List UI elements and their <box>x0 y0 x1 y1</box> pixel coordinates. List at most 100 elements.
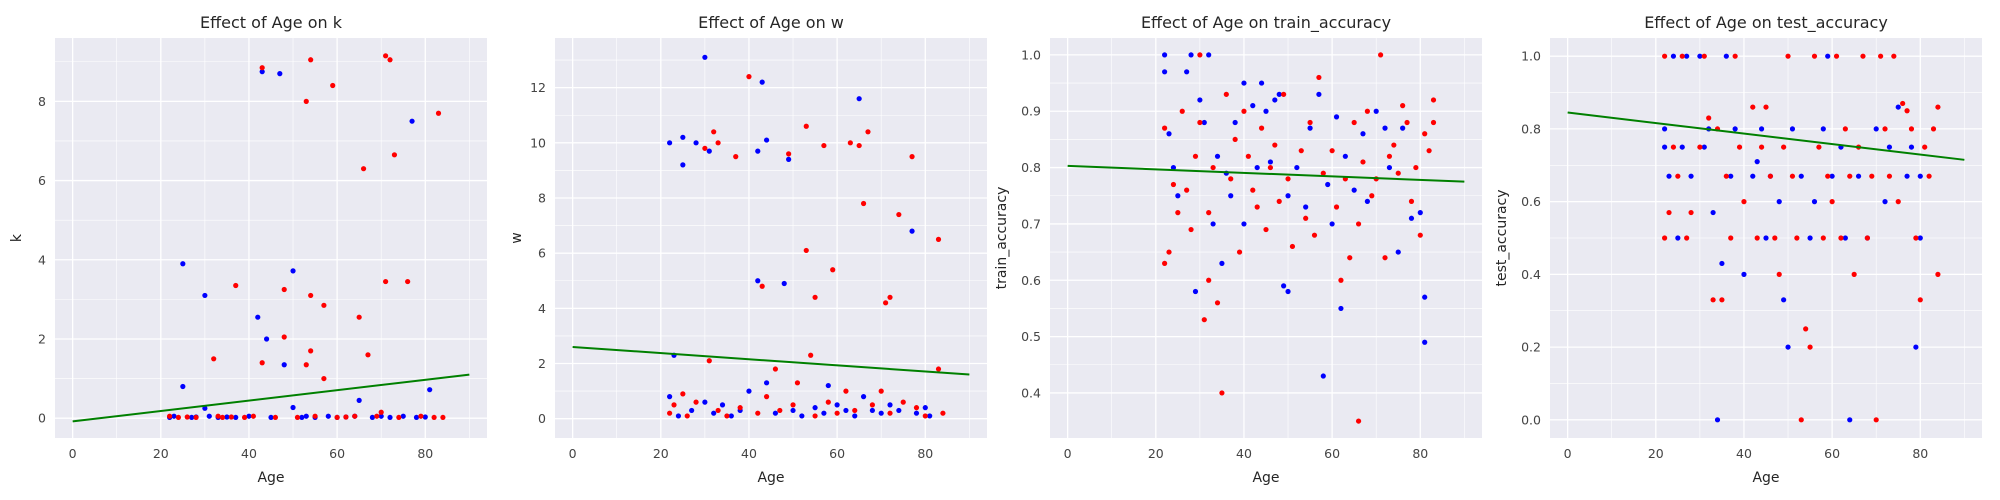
y-tick-label: 0 <box>38 411 46 426</box>
data-point-blue <box>263 336 270 342</box>
data-point-red <box>1391 142 1397 148</box>
data-point-blue <box>325 413 331 419</box>
data-point-red <box>193 414 199 421</box>
data-point-blue <box>1400 125 1406 131</box>
data-point-red <box>1847 173 1853 179</box>
data-point-red <box>308 348 314 354</box>
data-point-red <box>1333 204 1340 210</box>
data-point-red <box>847 140 853 146</box>
data-point-red <box>396 414 402 421</box>
x-tick-label: 60 <box>1324 446 1340 461</box>
data-point-blue <box>356 397 362 403</box>
data-point-red <box>737 405 743 411</box>
data-point-red <box>1400 103 1406 109</box>
data-point-red <box>1422 131 1428 137</box>
data-point-blue <box>1373 108 1379 114</box>
data-point-blue <box>1320 373 1326 379</box>
data-point-red <box>1767 173 1774 179</box>
y-tick-label: 0.4 <box>1021 385 1041 400</box>
data-point-blue <box>1422 339 1428 345</box>
data-point-blue <box>860 394 867 400</box>
data-point-red <box>1675 173 1681 179</box>
data-point-red <box>1426 148 1432 154</box>
data-point-red <box>1869 173 1875 179</box>
data-point-red <box>1258 125 1265 131</box>
data-point-red <box>1404 119 1410 126</box>
data-point-red <box>1232 136 1238 143</box>
data-point-blue <box>1338 305 1344 312</box>
x-tick-label: 40 <box>241 446 257 461</box>
data-point-red <box>1679 53 1685 59</box>
x-axis-label: Age <box>1252 470 1279 486</box>
data-point-blue <box>409 118 415 124</box>
data-point-red <box>1263 226 1269 233</box>
data-point-red <box>303 98 309 104</box>
data-point-red <box>321 375 327 382</box>
data-point-blue <box>1710 209 1716 216</box>
data-point-blue <box>1325 181 1331 188</box>
data-point-blue <box>1241 80 1247 86</box>
data-point-red <box>294 414 301 421</box>
data-point-red <box>1241 108 1247 114</box>
data-point-blue <box>667 140 673 146</box>
data-point-red <box>1320 170 1326 176</box>
data-point-blue <box>1162 69 1168 75</box>
data-point-blue <box>1684 53 1690 59</box>
data-point-blue <box>1232 119 1238 126</box>
data-point-blue <box>1732 126 1738 132</box>
data-point-red <box>1781 144 1787 150</box>
y-tick-label: 4 <box>38 252 46 267</box>
chart-title: Effect of Age on k <box>200 13 343 32</box>
data-point-blue <box>834 402 840 408</box>
data-point-red <box>1236 249 1243 255</box>
data-point-red <box>786 151 792 157</box>
data-point-red <box>1878 53 1884 59</box>
data-point-red <box>303 362 309 368</box>
data-point-red <box>321 302 327 308</box>
data-point-blue <box>1192 288 1199 295</box>
data-point-blue <box>763 137 770 143</box>
x-axis-label: Age <box>1752 470 1779 486</box>
data-point-red <box>1408 198 1415 204</box>
data-point-red <box>803 247 809 254</box>
data-point-blue <box>755 148 761 154</box>
data-point-red <box>435 110 442 116</box>
data-point-red <box>1741 199 1747 205</box>
data-point-red <box>1351 119 1357 126</box>
data-point-red <box>1860 53 1866 59</box>
data-point-blue <box>1263 108 1269 114</box>
data-point-red <box>1281 91 1287 97</box>
y-tick-label: 8 <box>538 191 546 206</box>
data-point-blue <box>1417 210 1423 216</box>
data-point-red <box>1285 176 1291 182</box>
data-point-red <box>272 414 279 421</box>
data-point-blue <box>1351 187 1357 193</box>
data-point-red <box>360 166 367 172</box>
data-point-red <box>1162 260 1168 266</box>
data-point-red <box>1904 108 1910 114</box>
data-point-red <box>1935 271 1941 277</box>
data-point-blue <box>1364 198 1370 204</box>
data-point-red <box>1719 297 1725 303</box>
data-point-blue <box>1276 91 1282 97</box>
data-point-blue <box>1754 159 1760 165</box>
data-point-blue <box>1785 344 1791 350</box>
data-point-red <box>1688 209 1694 216</box>
data-point-blue <box>1342 153 1348 159</box>
chart-title: Effect of Age on test_accuracy <box>1644 13 1888 33</box>
data-point-blue <box>1670 53 1677 59</box>
data-point-red <box>1303 215 1309 221</box>
data-point-blue <box>843 407 849 414</box>
data-point-red <box>693 399 699 405</box>
data-point-blue <box>378 413 384 419</box>
data-point-red <box>1851 271 1857 277</box>
data-point-red <box>1364 108 1370 114</box>
data-point-red <box>1276 198 1282 204</box>
data-point-red <box>1355 418 1362 424</box>
x-tick-label: 60 <box>329 446 345 461</box>
data-point-red <box>869 402 875 408</box>
data-point-blue <box>1917 173 1923 179</box>
data-point-red <box>1701 53 1707 59</box>
data-point-blue <box>852 413 858 419</box>
